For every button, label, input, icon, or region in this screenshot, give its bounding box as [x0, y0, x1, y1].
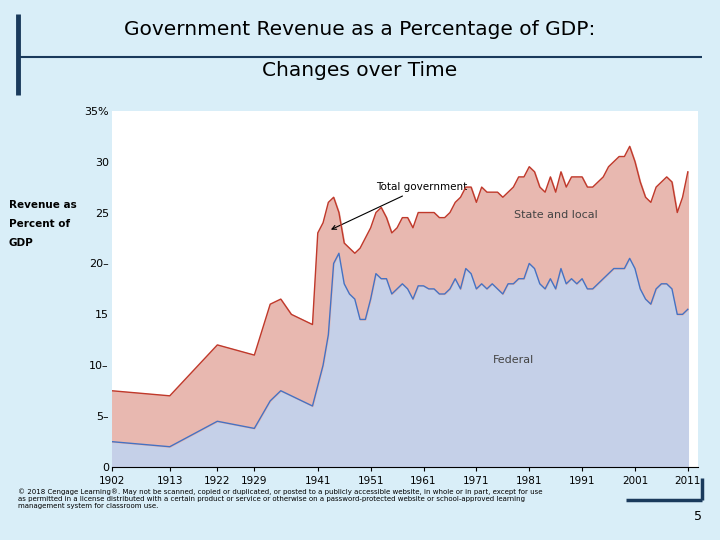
Text: GDP: GDP: [9, 238, 33, 248]
Text: Revenue as: Revenue as: [9, 200, 76, 210]
Text: © 2018 Cengage Learning®. May not be scanned, copied or duplicated, or posted to: © 2018 Cengage Learning®. May not be sca…: [18, 489, 542, 509]
Text: 5: 5: [694, 510, 702, 523]
Text: Government Revenue as a Percentage of GDP:: Government Revenue as a Percentage of GD…: [125, 20, 595, 39]
Text: Federal: Federal: [492, 355, 534, 365]
Text: State and local: State and local: [514, 210, 598, 220]
Text: Percent of: Percent of: [9, 219, 70, 229]
Text: Total government: Total government: [332, 182, 467, 230]
Text: Changes over Time: Changes over Time: [262, 60, 458, 80]
